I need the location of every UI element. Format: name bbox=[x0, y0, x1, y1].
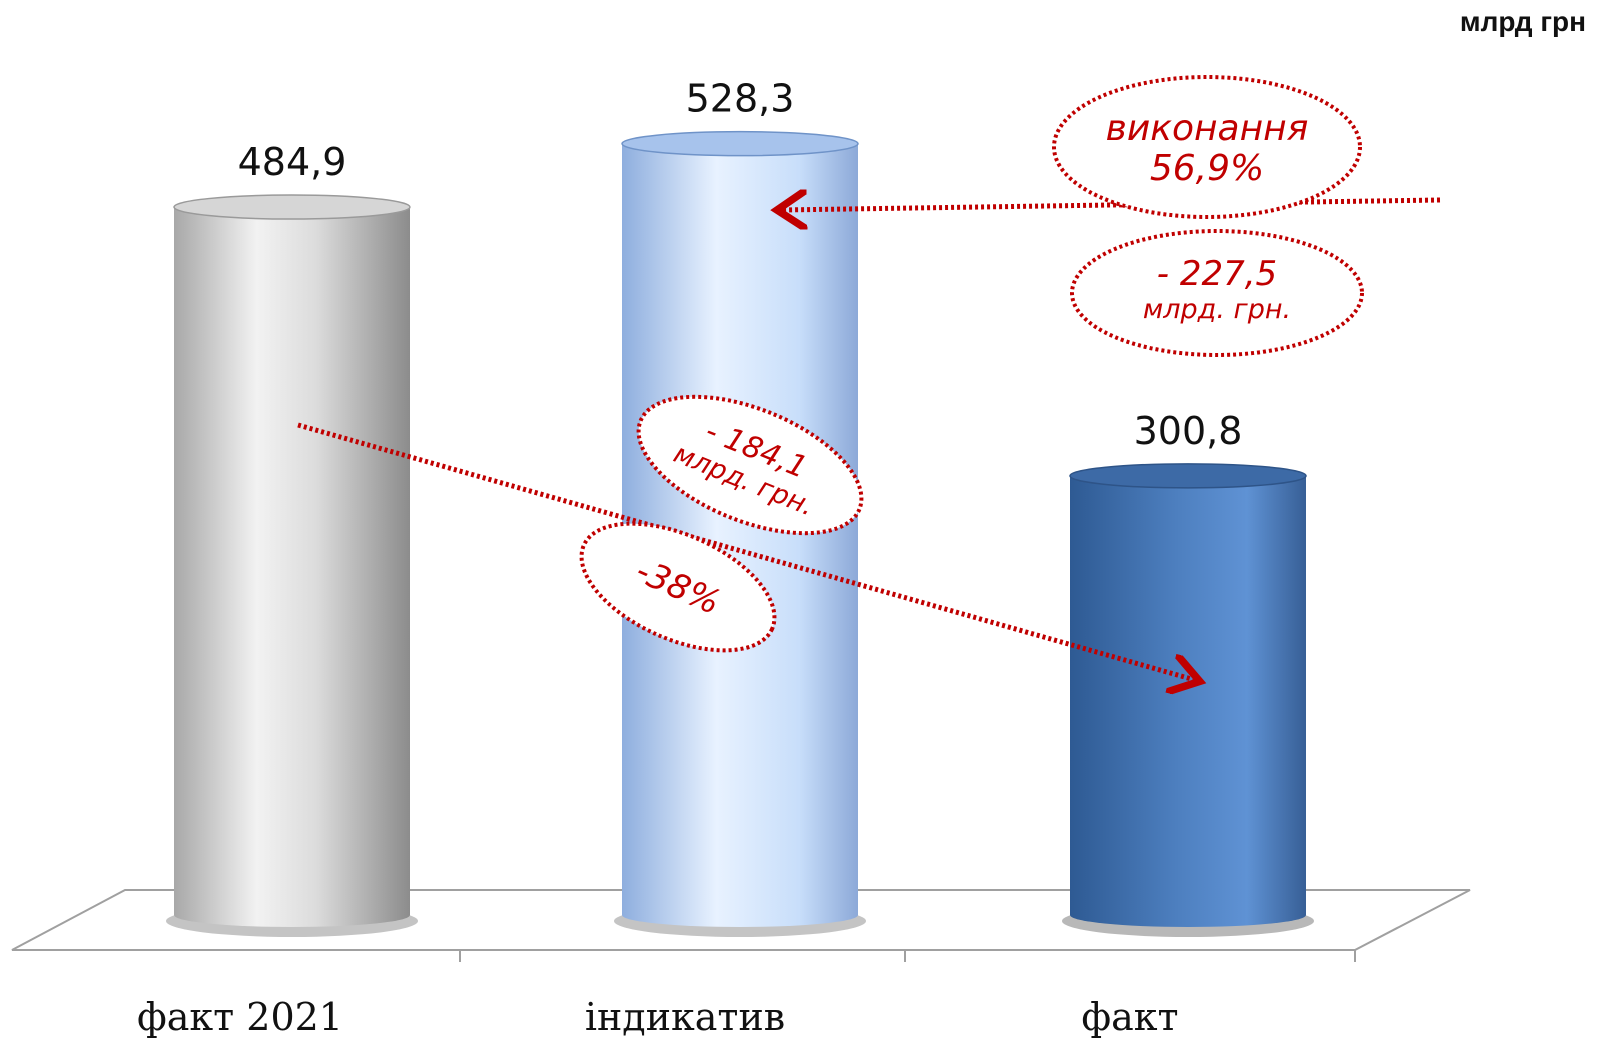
bar-top bbox=[1069, 463, 1307, 489]
bar-top bbox=[173, 194, 411, 220]
callout-ellipse bbox=[579, 521, 777, 653]
bar-bottom bbox=[1070, 903, 1306, 927]
category-label: індикатив bbox=[585, 995, 785, 1039]
callout-ellipse bbox=[1070, 229, 1364, 357]
callout-text: - 227,5 bbox=[1157, 254, 1277, 294]
category-label: факт bbox=[1081, 995, 1178, 1039]
diff-2021-callout: - 184,1 млрд. грн. bbox=[636, 394, 864, 536]
execution-arrow bbox=[782, 200, 1441, 210]
chart-floor bbox=[11, 889, 1471, 951]
bar-top bbox=[621, 130, 859, 157]
diff-indicative-callout: - 227,5 млрд. грн. bbox=[1070, 229, 1364, 357]
bar-body bbox=[174, 207, 410, 915]
bar-bottom bbox=[174, 903, 410, 927]
callout-text: 56,9% bbox=[1150, 148, 1264, 189]
bar-cylinder bbox=[1062, 463, 1314, 937]
bar-value-label: 528,3 bbox=[686, 77, 795, 121]
callout-text: млрд. грн. bbox=[1143, 294, 1291, 325]
bar-value-label: 484,9 bbox=[238, 140, 347, 184]
callout-ellipse bbox=[1052, 75, 1362, 219]
unit-label: млрд грн bbox=[1459, 6, 1586, 37]
bar-value-label: 300,8 bbox=[1134, 409, 1243, 453]
bar-cylinder bbox=[166, 194, 418, 937]
callout-text: виконання bbox=[1106, 108, 1309, 149]
execution-callout: виконання 56,9% bbox=[1052, 75, 1362, 219]
bar-body bbox=[1070, 475, 1306, 915]
category-label: факт 2021 bbox=[137, 995, 343, 1039]
pct-2021-callout: -38% bbox=[579, 521, 777, 653]
callout-ellipse bbox=[636, 394, 864, 536]
bar-bottom bbox=[622, 903, 858, 927]
